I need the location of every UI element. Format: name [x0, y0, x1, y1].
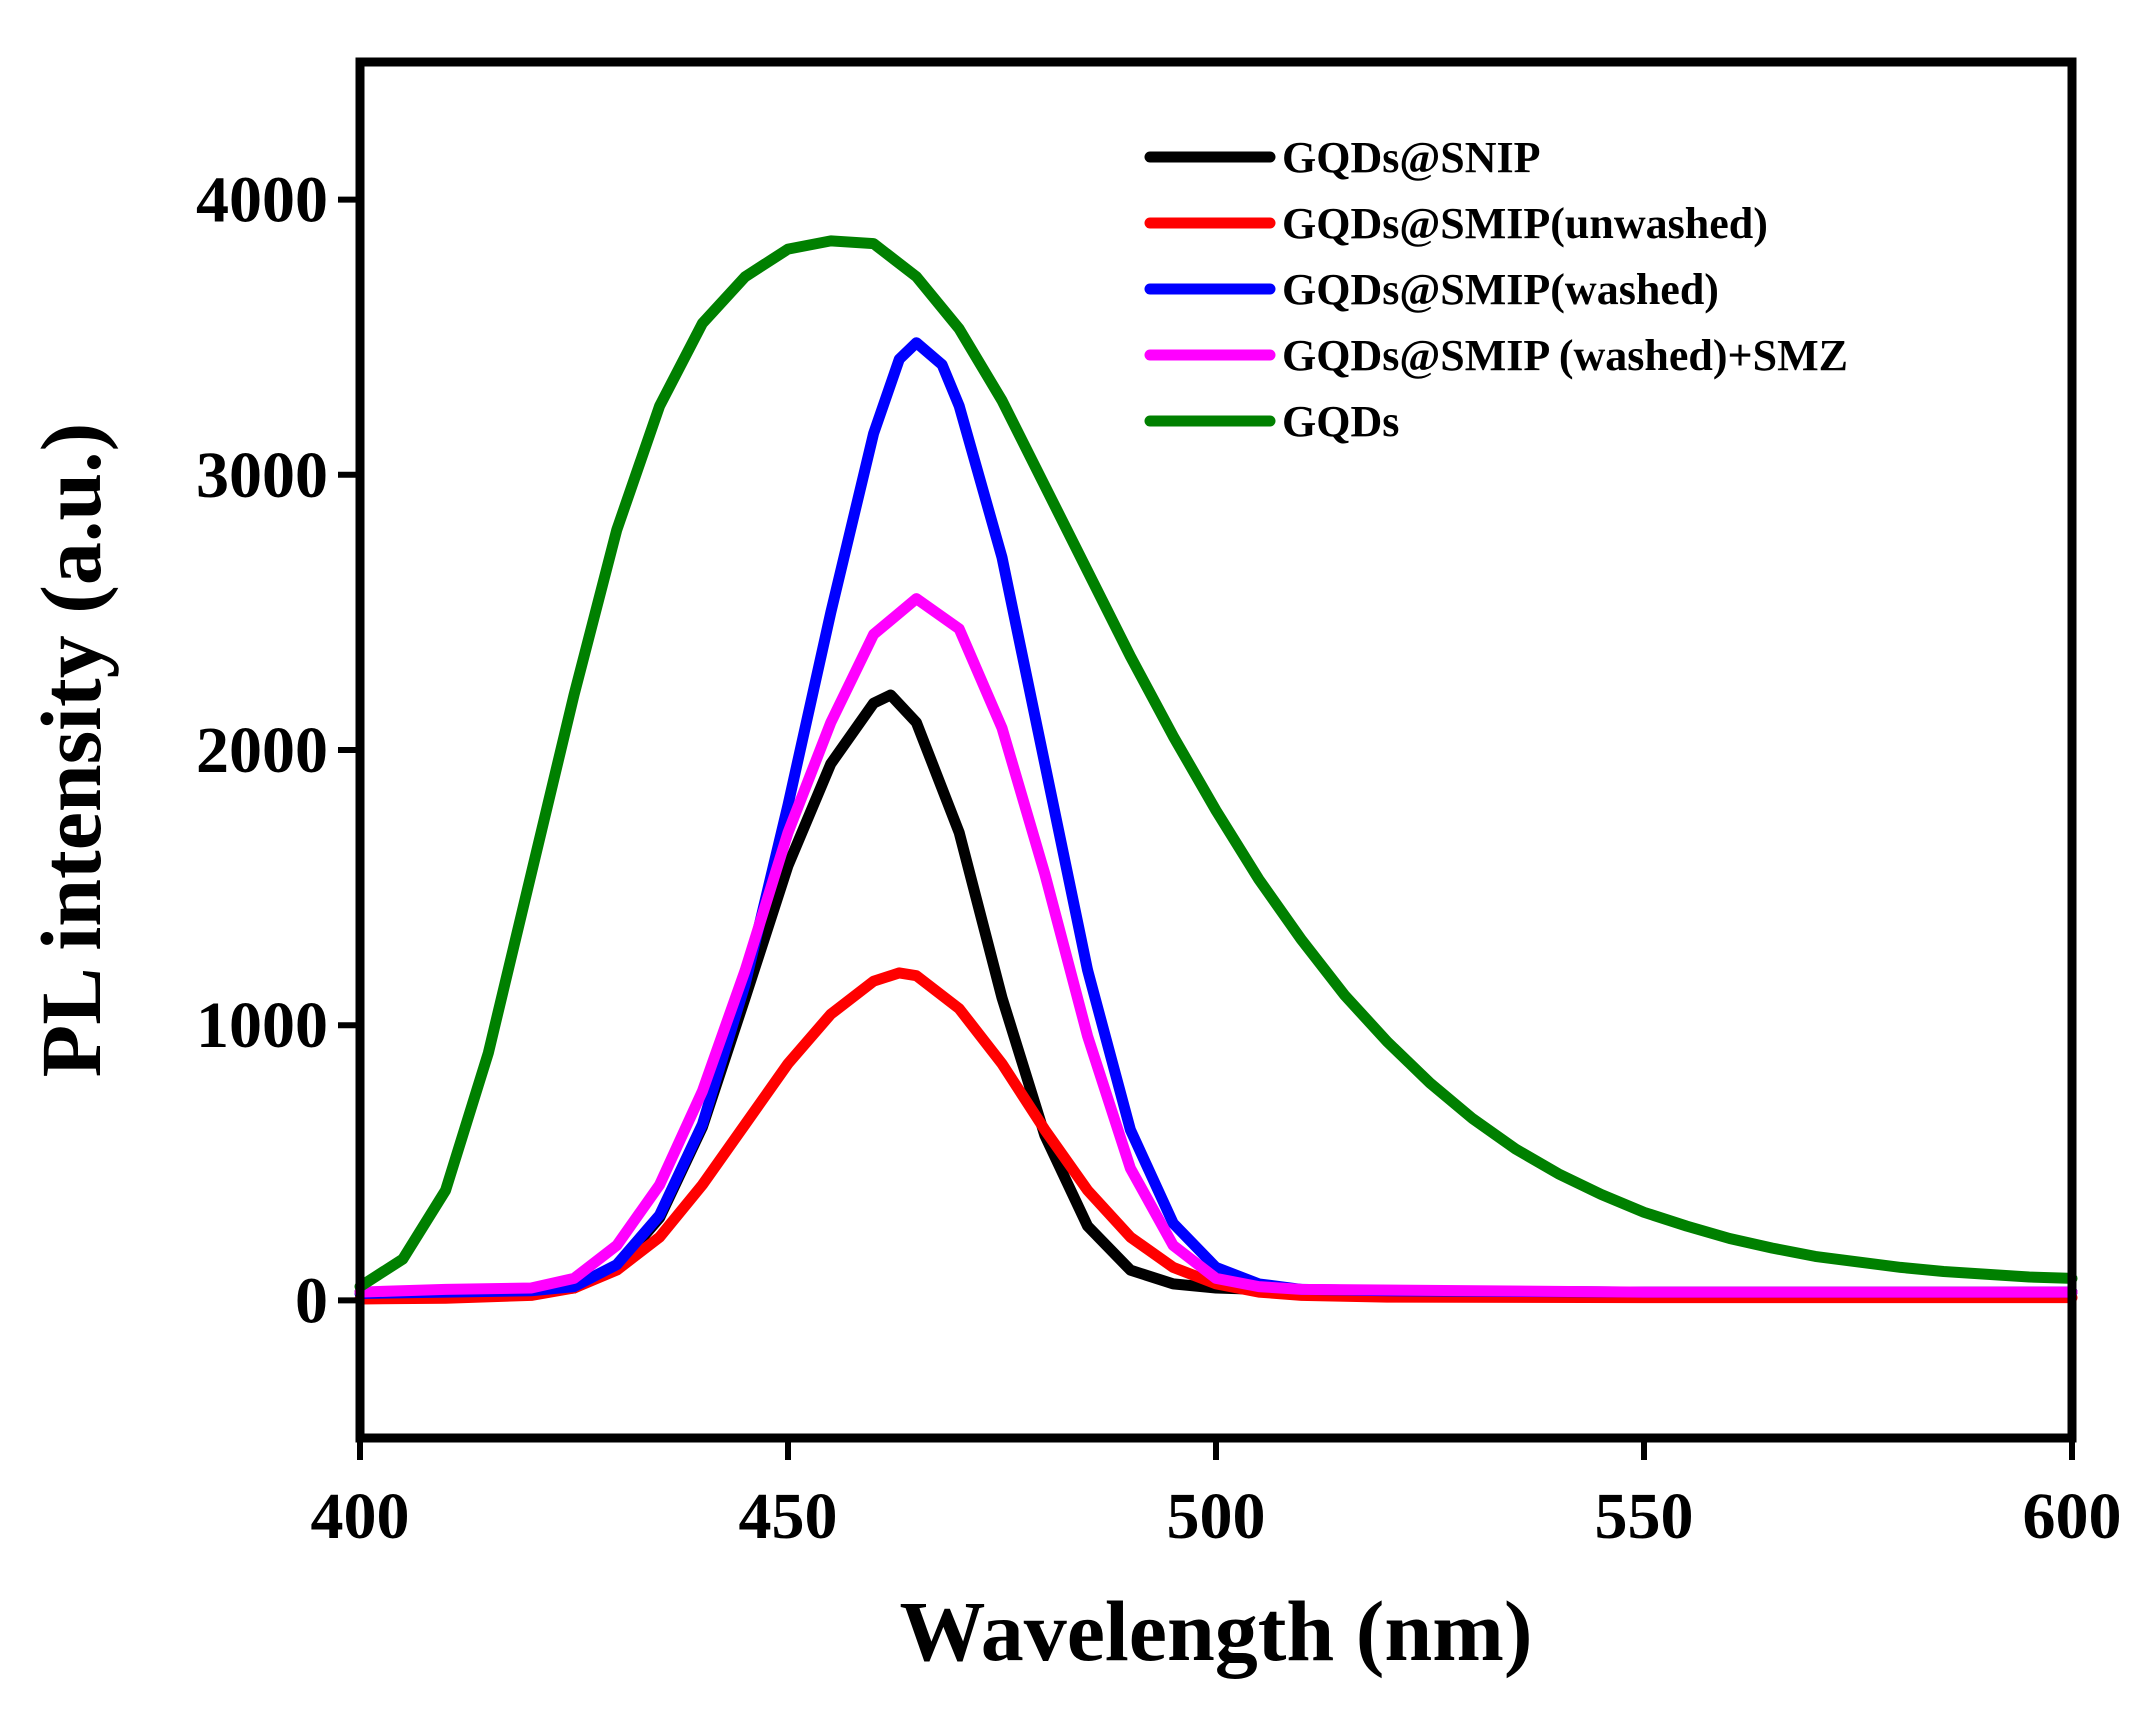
legend-label-gqds-smip-washed: GQDs@SMIP(washed)	[1282, 265, 1719, 314]
y-tick-label-4000: 4000	[196, 164, 328, 237]
y-tick-label-0: 0	[295, 1264, 328, 1337]
series-line-gqds	[354, 235, 2078, 1293]
series-line-gqds-snip	[354, 689, 2078, 1298]
plot-frame	[355, 57, 2077, 1443]
legend-label-gqds: GQDs	[1282, 397, 1399, 446]
x-axis-title: Wavelength (nm)	[899, 1583, 1532, 1679]
x-tick-label-600: 600	[2023, 1480, 2122, 1553]
x-tick-label-400: 400	[311, 1480, 410, 1553]
y-tick-label-3000: 3000	[196, 439, 328, 512]
legend-label-gqds-snip: GQDs@SNIP	[1282, 133, 1541, 182]
axis-ticks: 400 450 500 550 600 0 1000 2000 3000 4000	[196, 164, 2122, 1553]
x-tick-label-550: 550	[1595, 1480, 1694, 1553]
series-curves	[354, 235, 2078, 1305]
x-tick-label-500: 500	[1167, 1480, 1266, 1553]
y-tick-label-1000: 1000	[196, 989, 328, 1062]
series-line-gqds-smip-washed-smz	[354, 593, 2078, 1298]
legend: GQDs@SNIP GQDs@SMIP(unwashed) GQDs@SMIP(wa…	[1144, 133, 1848, 446]
y-axis-title: PL intensity (a.u.)	[23, 423, 119, 1078]
x-tick-label-450: 450	[739, 1480, 838, 1553]
legend-label-gqds-smip-washed-smz: GQDs@SMIP (washed)+SMZ	[1282, 331, 1848, 380]
legend-label-gqds-smip-unwashed: GQDs@SMIP(unwashed)	[1282, 199, 1768, 248]
y-tick-label-2000: 2000	[196, 714, 328, 787]
